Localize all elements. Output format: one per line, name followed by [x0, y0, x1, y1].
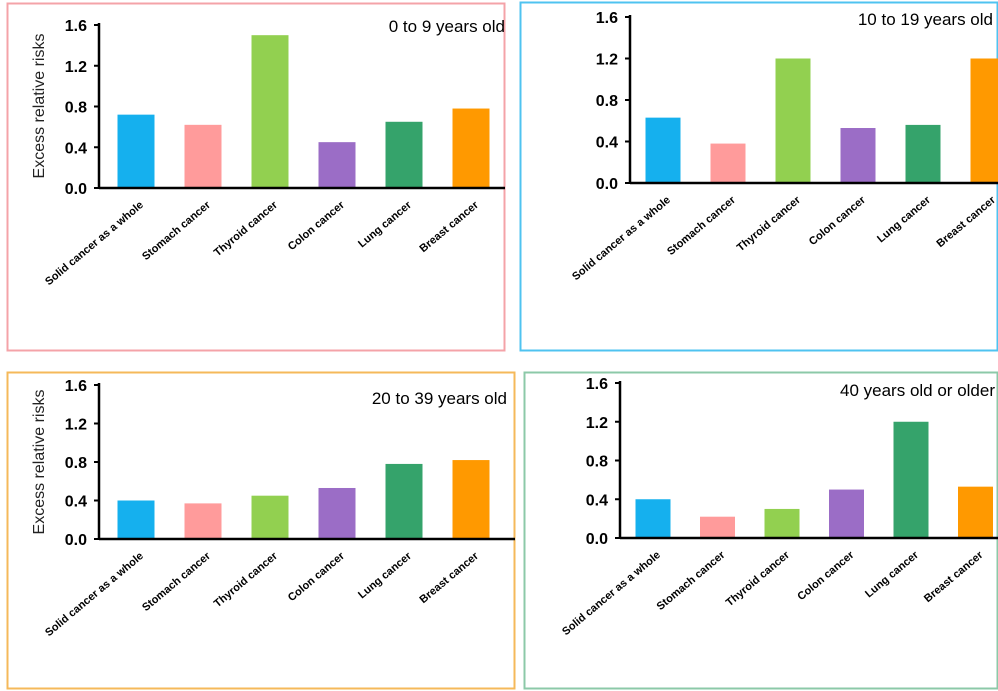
x-tick-label: Breast cancer	[417, 550, 481, 606]
bar-5	[385, 121, 423, 188]
bar-6	[452, 460, 490, 539]
y-tick-label: 1.2	[65, 417, 87, 434]
y-tick-label: 1.6	[65, 378, 87, 395]
x-tick-label: Lung cancer	[356, 550, 414, 602]
bar-1	[117, 500, 155, 539]
y-tick-label: 0.8	[596, 93, 618, 110]
y-tick-label: 1.6	[596, 10, 618, 27]
y-tick-label: 1.6	[586, 376, 608, 393]
chart-panel-4: 0.0 0.4 0.8 1.2 1.6 Solid cancer as a wholeSt…	[523, 371, 998, 690]
chart-panel-2: 0.0 0.4 0.8 1.2 1.6 Solid cancer as a wholeSt…	[519, 1, 998, 352]
bar-4	[318, 142, 356, 188]
x-tick-label: Colon cancer	[795, 549, 857, 603]
panel-frame	[6, 2, 506, 352]
y-tick-label: 0.4	[65, 494, 87, 511]
x-tick-label: Breast cancer	[934, 194, 998, 250]
y-tick-label: 0.0	[596, 176, 618, 193]
x-tick-label: Lung cancer	[863, 549, 921, 601]
bar-4	[829, 489, 864, 538]
y-tick-label: 0.4	[65, 140, 87, 157]
bar-5	[385, 463, 423, 539]
bar-4	[318, 487, 356, 539]
y-tick-label: 1.2	[586, 415, 608, 432]
x-tick-label: Breast cancer	[922, 549, 986, 605]
y-tick-label: 0.0	[65, 532, 87, 549]
bar-6	[970, 58, 998, 183]
y-axis-label: Excess relative risks	[31, 34, 48, 179]
panel-frame	[6, 371, 516, 690]
x-tick-label: Colon cancer	[807, 194, 869, 248]
x-tick-label: Solid cancer as a whole	[43, 199, 146, 288]
bar-4	[840, 128, 876, 183]
x-tick-label: Breast cancer	[417, 199, 481, 255]
bar-2	[700, 516, 735, 538]
bar-1	[645, 117, 681, 183]
x-tick-label: Thyroid cancer	[212, 199, 281, 259]
x-tick-label: Lung cancer	[875, 194, 933, 246]
x-tick-label: Lung cancer	[356, 199, 414, 251]
panel-title: 40 years old or older	[840, 381, 995, 400]
bar-3	[764, 508, 800, 538]
y-tick-label: 0.8	[586, 454, 608, 471]
x-tick-label: Solid cancer as a whole	[570, 194, 673, 283]
x-tick-label: Solid cancer as a whole	[560, 549, 663, 638]
x-tick-label: Thyroid cancer	[735, 194, 804, 254]
panel-title: 0 to 9 years old	[389, 17, 505, 36]
y-tick-label: 0.0	[586, 531, 608, 548]
bar-6	[958, 486, 993, 538]
y-tick-label: 1.2	[596, 52, 618, 69]
bar-3	[251, 495, 289, 539]
bar-2	[184, 124, 222, 188]
bar-1	[635, 499, 671, 538]
bar-5	[893, 421, 929, 538]
bar-5	[905, 124, 941, 183]
panel-title: 10 to 19 years old	[858, 10, 993, 29]
x-tick-label: Colon cancer	[286, 199, 348, 253]
x-tick-label: Thyroid cancer	[724, 549, 793, 609]
bar-1	[117, 114, 155, 188]
bar-3	[251, 35, 289, 188]
x-tick-label: Stomach cancer	[140, 199, 213, 263]
x-tick-label: Stomach cancer	[655, 549, 728, 613]
y-tick-label: 0.8	[65, 100, 87, 117]
x-tick-label: Stomach cancer	[665, 194, 738, 258]
y-tick-label: 0.4	[586, 492, 608, 509]
panel-title: 20 to 39 years old	[372, 389, 507, 408]
x-tick-label: Solid cancer as a whole	[43, 550, 146, 639]
x-tick-label: Thyroid cancer	[212, 550, 281, 610]
bar-2	[184, 503, 222, 539]
x-tick-label: Stomach cancer	[140, 550, 213, 614]
y-tick-label: 1.6	[65, 18, 87, 35]
y-tick-label: 0.8	[65, 455, 87, 472]
x-tick-label: Colon cancer	[286, 550, 348, 604]
chart-panel-3: 0.0 0.4 0.8 1.2 1.6 Solid cancer as a wholeSt…	[6, 371, 516, 690]
y-tick-label: 0.0	[65, 181, 87, 198]
y-tick-label: 0.4	[596, 135, 618, 152]
bar-2	[710, 143, 746, 183]
chart-panel-1: 0.0 0.4 0.8 1.2 1.6 Solid cancer as a wholeSt…	[6, 2, 506, 352]
bar-3	[775, 58, 811, 183]
bar-6	[452, 108, 490, 188]
y-tick-label: 1.2	[65, 59, 87, 76]
y-axis-label: Excess relative risks	[31, 390, 48, 535]
